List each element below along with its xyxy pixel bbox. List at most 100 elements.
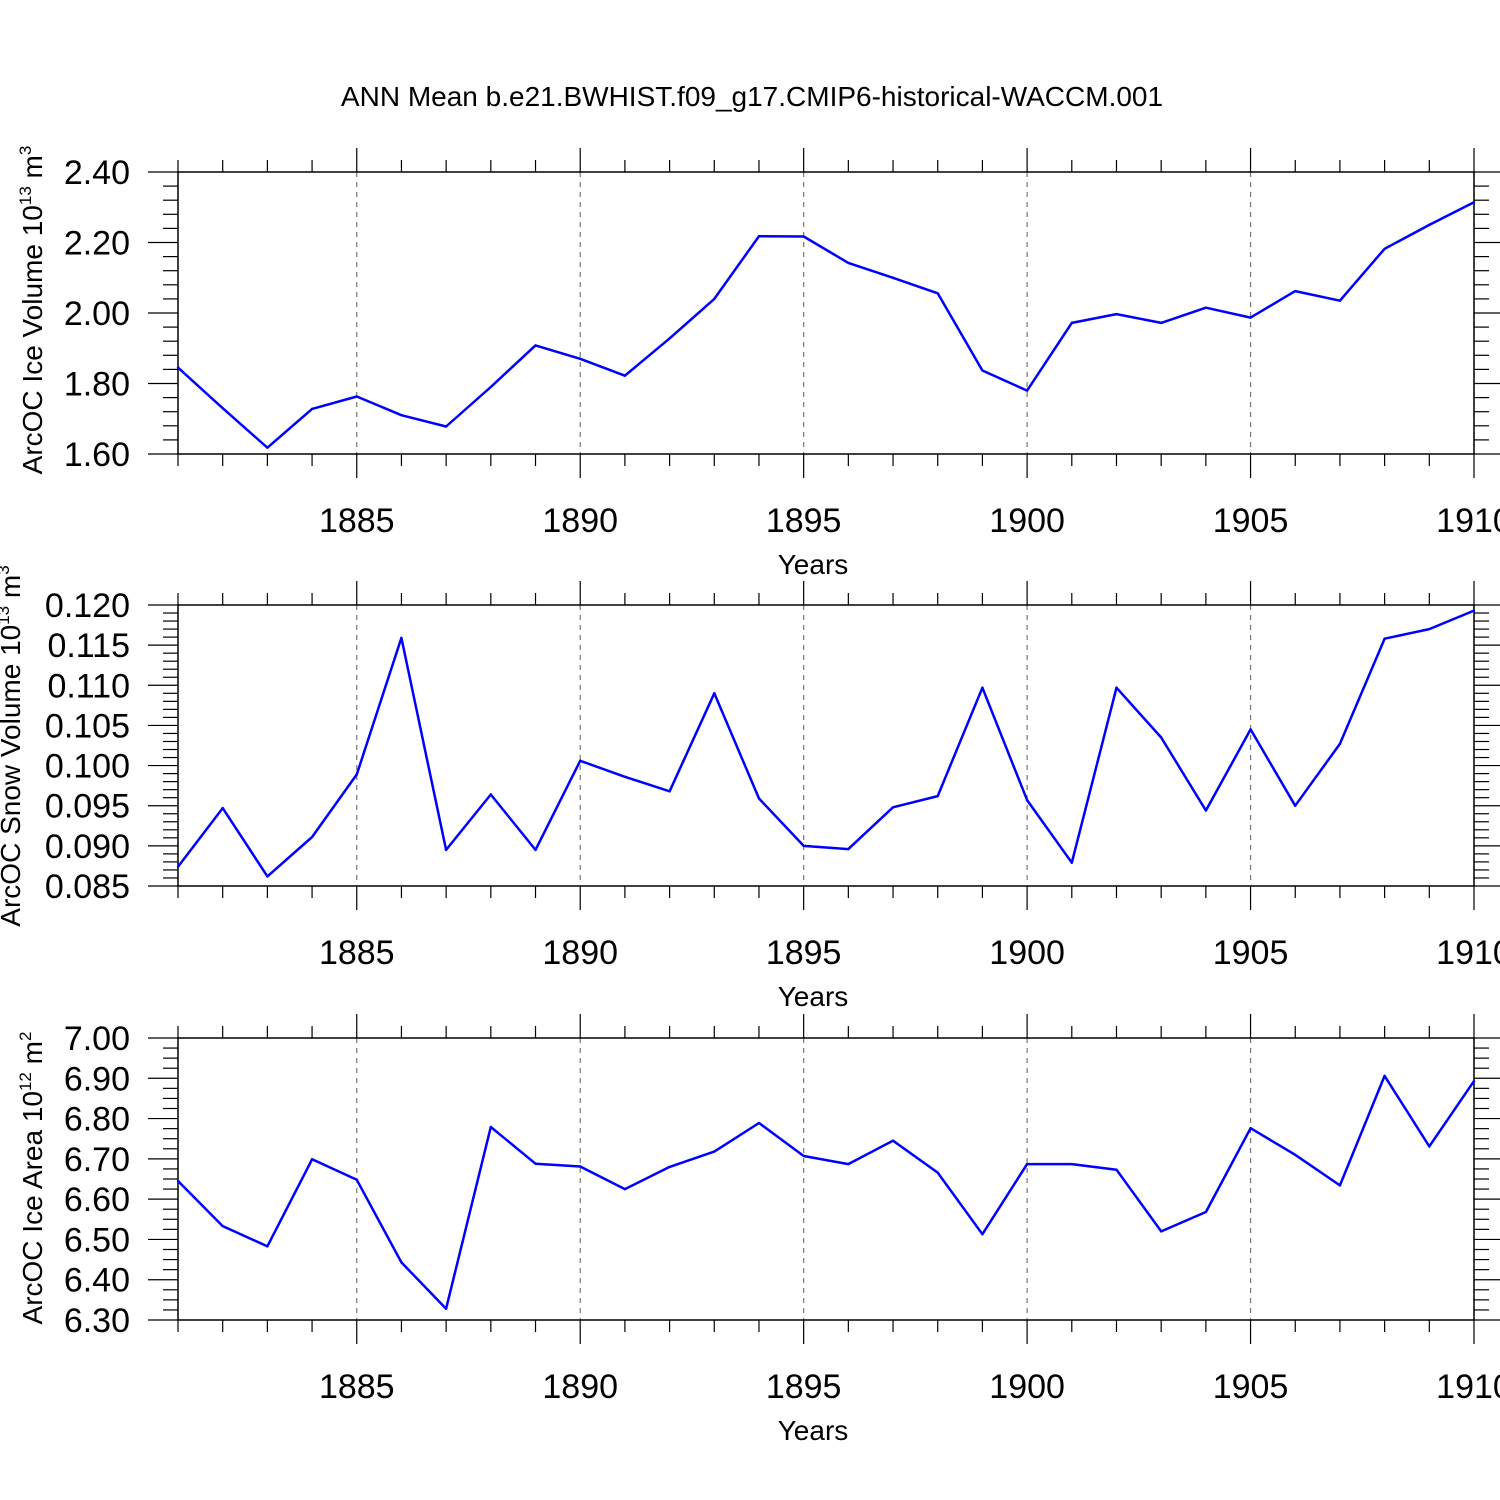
data-point bbox=[1294, 289, 1297, 293]
data-point bbox=[936, 794, 939, 798]
x-tick-label: 1885 bbox=[319, 1368, 395, 1406]
data-point bbox=[668, 1165, 671, 1169]
series-line bbox=[177, 609, 1475, 878]
data-point bbox=[444, 848, 448, 852]
data-point bbox=[489, 385, 493, 389]
data-point bbox=[355, 773, 358, 776]
y-axis-title: ArcOC Snow Volume 1013 m3 bbox=[0, 565, 26, 926]
data-point bbox=[1338, 299, 1342, 302]
series-line bbox=[177, 1074, 1476, 1310]
y-axis-title-unit-exponent: 2 bbox=[16, 1032, 35, 1041]
x-tick-label: 1905 bbox=[1213, 502, 1289, 540]
data-point bbox=[891, 276, 895, 279]
y-tick-label: 0.105 bbox=[45, 707, 130, 745]
data-point bbox=[891, 1139, 895, 1142]
y-axis-title-exponent: 13 bbox=[0, 606, 13, 625]
data-point bbox=[1472, 609, 1476, 612]
y-tick-label: 6.60 bbox=[64, 1181, 130, 1219]
y-tick-label: 6.80 bbox=[64, 1101, 130, 1139]
data-point bbox=[713, 1150, 716, 1153]
data-point bbox=[534, 848, 537, 852]
data-point bbox=[444, 1307, 448, 1310]
data-point bbox=[891, 806, 895, 809]
y-tick-label: 0.110 bbox=[47, 667, 130, 705]
data-point bbox=[176, 366, 180, 369]
y-axis-title: ArcOC Ice Volume 1013 m3 bbox=[16, 146, 48, 475]
x-tick-label: 1895 bbox=[766, 502, 842, 540]
panel-2: 188518901895190019051910Years0.0850.0900… bbox=[0, 565, 1500, 1012]
x-tick-label: 1890 bbox=[542, 934, 618, 972]
data-point bbox=[579, 759, 582, 762]
data-point bbox=[1249, 316, 1252, 319]
data-point bbox=[802, 235, 805, 238]
data-point bbox=[221, 406, 224, 410]
data-point bbox=[266, 875, 269, 878]
data-point bbox=[936, 292, 939, 295]
x-axis-title: Years bbox=[778, 549, 849, 580]
panel-3: 1885 1890 1895 1900 1905 1910 Years 6.306.406.5… bbox=[16, 1014, 1500, 1446]
data-point bbox=[623, 775, 627, 779]
data-point bbox=[1249, 728, 1252, 731]
data-point bbox=[355, 1178, 358, 1182]
data-point bbox=[1070, 321, 1073, 325]
data-point bbox=[668, 790, 671, 793]
data-point bbox=[847, 1162, 850, 1166]
data-point bbox=[1159, 736, 1163, 739]
y-tick-label: 6.30 bbox=[64, 1302, 130, 1340]
data-point bbox=[579, 1165, 582, 1168]
data-point bbox=[1428, 1145, 1431, 1148]
data-point bbox=[534, 344, 537, 347]
data-point bbox=[400, 414, 403, 417]
x-tick-label: 1900 bbox=[989, 1368, 1065, 1406]
data-point bbox=[936, 1171, 939, 1174]
data-point bbox=[1025, 798, 1029, 802]
data-point bbox=[1115, 1168, 1118, 1171]
data-point bbox=[623, 374, 627, 377]
y-axis-title-exponent: 13 bbox=[16, 186, 35, 205]
data-point bbox=[847, 847, 850, 851]
x-tick-label: 1910 bbox=[1436, 1368, 1500, 1406]
data-point bbox=[1294, 1153, 1297, 1157]
data-point bbox=[1338, 1184, 1342, 1187]
data-point bbox=[668, 337, 671, 340]
data-point bbox=[1428, 627, 1431, 631]
data-point bbox=[981, 686, 984, 689]
data-point bbox=[713, 692, 716, 695]
panels: 1885 1890 1895 1900 1905 1910 Years 1.60 1.80 2.0… bbox=[0, 146, 1500, 1446]
y-axis-title-unit-exponent: 3 bbox=[0, 565, 13, 574]
data-point bbox=[1115, 312, 1118, 316]
x-tick-label: 1890 bbox=[542, 502, 618, 540]
y-tick-label: 6.70 bbox=[64, 1141, 130, 1179]
y-axis-title-unit-exponent: 3 bbox=[16, 146, 35, 155]
data-point bbox=[489, 1125, 493, 1129]
data-point bbox=[310, 835, 314, 839]
data-point bbox=[266, 1245, 269, 1248]
plot-frame bbox=[177, 1037, 1475, 1321]
data-point bbox=[1249, 1127, 1252, 1130]
data-point bbox=[310, 1158, 314, 1161]
data-point bbox=[1204, 1210, 1208, 1214]
y-tick-label: 0.120 bbox=[45, 587, 130, 625]
x-tick-label: 1900 bbox=[989, 502, 1065, 540]
series-line bbox=[177, 201, 1475, 449]
data-point bbox=[355, 395, 358, 398]
data-point bbox=[757, 234, 761, 238]
data-point bbox=[1204, 306, 1208, 309]
data-point bbox=[713, 297, 716, 301]
data-point bbox=[1159, 1230, 1163, 1233]
y-tick-label: 2.40 bbox=[64, 154, 130, 192]
data-point bbox=[757, 1121, 761, 1125]
x-tick-label: 1905 bbox=[1213, 1368, 1289, 1406]
data-point bbox=[1383, 1074, 1386, 1078]
data-point bbox=[534, 1162, 537, 1165]
y-tick-label: 0.100 bbox=[45, 748, 130, 786]
data-point bbox=[1472, 201, 1476, 204]
y-tick-label: 2.20 bbox=[64, 225, 130, 263]
data-point bbox=[266, 446, 269, 449]
data-point bbox=[1204, 809, 1208, 812]
y-tick-label: 1.80 bbox=[64, 366, 130, 404]
y-axis-title-main: ArcOC Ice Area 10 bbox=[17, 1091, 48, 1324]
y-tick-label: 0.095 bbox=[45, 788, 130, 826]
x-tick-label: 1910 bbox=[1436, 934, 1500, 972]
data-point bbox=[1115, 686, 1118, 689]
